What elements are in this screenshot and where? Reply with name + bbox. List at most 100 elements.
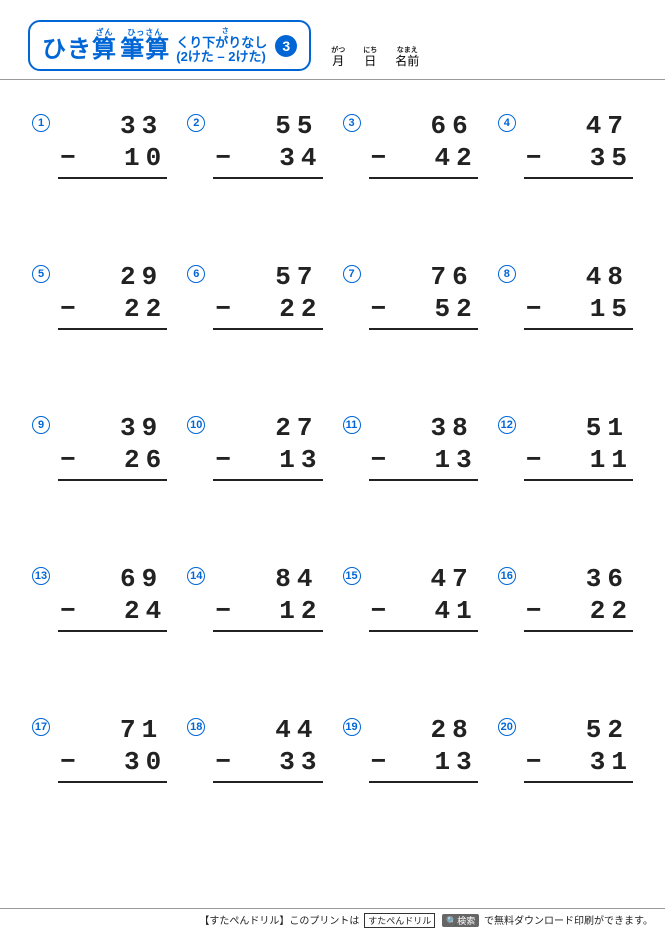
meta-ruby: がつ (331, 47, 345, 54)
subtrahend-row: −22 (213, 293, 322, 326)
answer-bar (369, 479, 478, 505)
subtrahend: 13 (435, 444, 478, 477)
subtrahend-row: −52 (369, 293, 478, 326)
problem: 529−22 (32, 261, 167, 354)
problem-number: 2 (187, 114, 205, 132)
answer-bar (369, 630, 478, 656)
answer-bar (524, 328, 633, 354)
calculation: 36− 22 (524, 563, 633, 656)
calculation: 55−34 (213, 110, 322, 203)
answer-bar (58, 781, 167, 807)
footer-prefix: 【すたぺんドリル】このプリントは (199, 916, 359, 927)
minuend: 48 (524, 261, 633, 294)
answer-bar (524, 781, 633, 807)
meta-ruby: なまえ (395, 47, 419, 54)
minus-operator: − (524, 444, 548, 477)
title-part: ざん算 (92, 29, 117, 62)
minuend: 84 (213, 563, 322, 596)
calculation: 69−24 (58, 563, 167, 656)
minuend: 33 (58, 110, 167, 143)
meta-label: 月 (332, 54, 344, 68)
minus-operator: − (369, 142, 393, 175)
minus-operator: − (369, 595, 393, 628)
problem-number: 20 (498, 718, 516, 736)
problem-number: 8 (498, 265, 516, 283)
subtrahend-row: −13 (213, 444, 322, 477)
problem-number: 6 (187, 265, 205, 283)
minus-operator: − (524, 293, 548, 326)
answer-bar (369, 781, 478, 807)
calculation: 84− 12 (213, 563, 322, 656)
subtitle-ruby: さ (176, 28, 267, 35)
problem-number: 16 (498, 567, 516, 585)
subtrahend: 34 (279, 142, 322, 175)
minuend: 39 (58, 412, 167, 445)
title-subtitle: さ くり下がりなし (2けた – 2けた) (176, 28, 267, 65)
minuend: 52 (524, 714, 633, 747)
meta-item: にち日 (363, 47, 377, 67)
subtrahend: 24 (124, 595, 167, 628)
minuend: 71 (58, 714, 167, 747)
calculation: 51−11 (524, 412, 633, 505)
problem-number: 7 (343, 265, 361, 283)
problem-number: 19 (343, 718, 361, 736)
subtitle-bottom: (2けた – 2けた) (176, 49, 266, 64)
problem-number: 1 (32, 114, 50, 132)
minus-operator: − (524, 595, 548, 628)
meta-label: 日 (364, 54, 376, 68)
title-text: 算 (92, 36, 117, 63)
minus-operator: − (213, 142, 237, 175)
problem: 255−34 (187, 110, 322, 203)
calculation: 66−42 (369, 110, 478, 203)
minus-operator: − (213, 595, 237, 628)
minuend: 57 (213, 261, 322, 294)
calculation: 71−30 (58, 714, 167, 807)
subtrahend: 15 (590, 293, 633, 326)
answer-bar (213, 630, 322, 656)
subtrahend-row: − 12 (213, 595, 322, 628)
subtrahend: 26 (124, 444, 167, 477)
minuend: 69 (58, 563, 167, 596)
problem: 1844−33 (187, 714, 322, 807)
minus-operator: − (524, 746, 548, 779)
subtrahend: 31 (590, 746, 633, 779)
subtrahend-row: − 34 (213, 142, 322, 175)
minus-operator: − (369, 293, 393, 326)
minuend: 36 (524, 563, 633, 596)
problem: 1 33−10 (32, 110, 167, 203)
minus-operator: − (213, 444, 237, 477)
meta-label: 名前 (395, 54, 419, 68)
problem: 1771−30 (32, 714, 167, 807)
problem-number: 18 (187, 718, 205, 736)
answer-bar (524, 177, 633, 203)
subtrahend: 35 (590, 142, 633, 175)
calculation: 57−22 (213, 261, 322, 354)
subtrahend-row: −35 (524, 142, 633, 175)
minus-operator: − (369, 746, 393, 779)
calculation: 47−41 (369, 563, 478, 656)
minus-operator: − (58, 142, 82, 175)
subtrahend-row: − 15 (524, 293, 633, 326)
subtrahend: 22 (590, 595, 633, 628)
subtrahend: 12 (279, 595, 322, 628)
problem: 12 51−11 (498, 412, 633, 505)
search-icon: 🔍 (446, 916, 457, 926)
problem-number: 3 (343, 114, 361, 132)
subtrahend: 42 (435, 142, 478, 175)
minuend: 28 (369, 714, 478, 747)
subtrahend-row: −11 (524, 444, 633, 477)
minus-operator: − (58, 444, 82, 477)
problem-number: 15 (343, 567, 361, 585)
minus-operator: − (213, 293, 237, 326)
answer-bar (58, 177, 167, 203)
answer-bar (213, 328, 322, 354)
problem: 8 48− 15 (498, 261, 633, 354)
problem: 1369−24 (32, 563, 167, 656)
footer-suffix: で無料ダウンロード印刷ができます。 (484, 916, 653, 927)
problem: 1027−13 (187, 412, 322, 505)
calculation: 48− 15 (524, 261, 633, 354)
answer-bar (524, 479, 633, 505)
problem: 447−35 (498, 110, 633, 203)
subtrahend-row: −10 (58, 142, 167, 175)
problem-number: 12 (498, 416, 516, 434)
